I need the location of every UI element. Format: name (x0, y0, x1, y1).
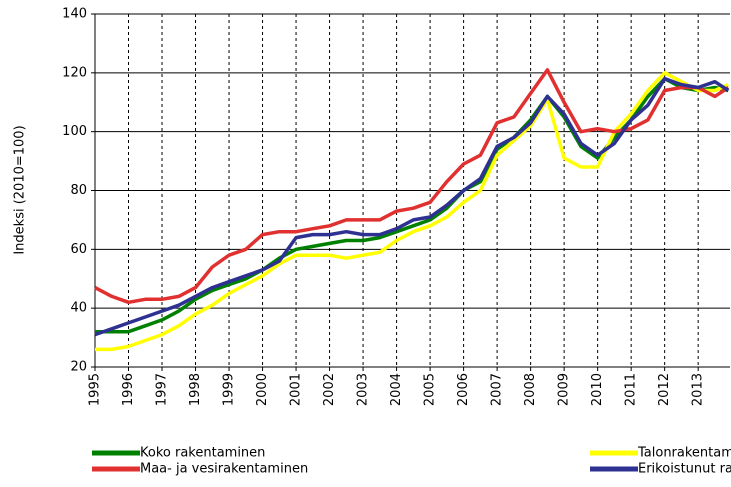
y-axis-label: Indeksi (2010=100) (13, 125, 28, 254)
y-tick-label: 80 (70, 183, 87, 198)
series-line (94, 68, 730, 305)
x-tick-label: 2000 (255, 373, 270, 406)
x-tick-label: 1998 (188, 373, 203, 406)
y-tick-label: 60 (70, 242, 87, 257)
x-tick-label: 2009 (557, 373, 572, 406)
x-tick-label: 1997 (155, 373, 170, 406)
y-tick-label: 40 (70, 301, 87, 316)
x-tick-label: 2007 (490, 373, 505, 406)
x-tick-label: 2001 (289, 373, 304, 406)
x-tick-label: 2011 (624, 373, 639, 406)
x-tick-label: 2005 (423, 373, 438, 406)
y-tick-label: 100 (62, 124, 87, 139)
x-tick-label: 2004 (389, 373, 404, 406)
x-tick-label: 1995 (88, 373, 103, 406)
y-tick-label: 120 (62, 65, 87, 80)
x-tick-label: 2013 (691, 373, 706, 406)
series-line (94, 76, 730, 337)
legend-label: Erikoistunut rakennustoiminta (638, 462, 731, 477)
y-tick-label: 140 (62, 7, 87, 22)
x-tick-label: 2012 (657, 373, 672, 406)
x-tick-label: 2006 (456, 373, 471, 406)
x-tick-label: 1999 (222, 373, 237, 406)
legend-label: Talonrakentaminen (637, 446, 731, 461)
x-tick-label: 1996 (121, 373, 136, 406)
x-tick-label: 2002 (322, 373, 337, 406)
legend-label: Maa- ja vesirakentaminen (140, 462, 308, 477)
series-line (95, 71, 730, 352)
x-tick-label: 2008 (523, 373, 538, 406)
legend-label: Koko rakentaminen (140, 446, 265, 461)
y-tick-label: 20 (70, 360, 87, 375)
x-tick-label: 2010 (590, 373, 605, 406)
x-tick-label: 2003 (356, 373, 371, 406)
